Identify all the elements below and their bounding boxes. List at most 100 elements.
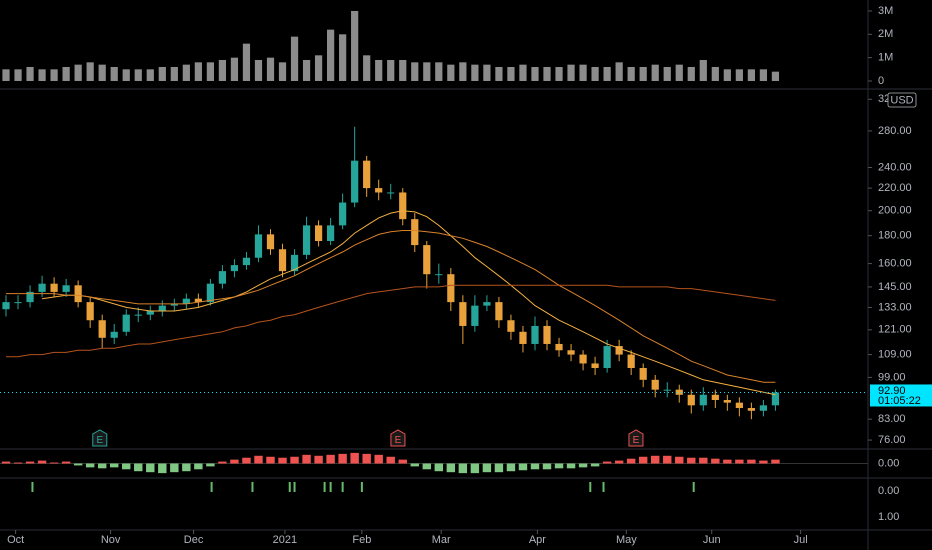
- candle-body: [363, 160, 371, 189]
- signal-bar: [31, 482, 34, 492]
- event-badge: [92, 429, 108, 447]
- volume-bar: [567, 64, 575, 81]
- candle-body: [110, 331, 118, 338]
- volume-bar: [627, 66, 635, 81]
- signal-bar: [589, 482, 592, 492]
- indicator-bar: [182, 463, 191, 472]
- indicator-bar: [97, 463, 107, 469]
- candle-body: [435, 274, 443, 276]
- axes: 320.00280.00240.00220.00200.00180.00160.…: [7, 5, 912, 546]
- x-tick-label: Nov: [101, 534, 121, 546]
- volume-bar: [351, 10, 359, 81]
- signal-bar: [341, 482, 344, 492]
- candle-body: [495, 302, 503, 321]
- volume-bar: [86, 62, 94, 81]
- indicator-bar: [422, 463, 431, 470]
- volume-bar: [411, 62, 419, 81]
- volume-bar: [290, 36, 299, 81]
- indicator-bar: [651, 455, 660, 464]
- indicator-bar: [110, 463, 119, 468]
- volume-bar: [314, 55, 323, 81]
- currency-box: [887, 92, 917, 108]
- indicator-bar: [470, 463, 480, 474]
- y-tick-label: 180.00: [878, 230, 912, 242]
- volume-bar: [146, 69, 154, 81]
- x-tick-label: Apr: [529, 534, 546, 546]
- indicator-bar: [374, 454, 383, 464]
- candle-body: [711, 394, 719, 400]
- indicator-bar: [434, 463, 444, 472]
- candle-body: [699, 394, 707, 406]
- indicator-bar: [735, 459, 744, 464]
- candle-body: [206, 283, 214, 303]
- candle-body: [50, 283, 58, 292]
- indicator-bar: [410, 463, 419, 467]
- candle-body: [314, 225, 323, 242]
- volume-bar: [327, 29, 335, 81]
- candle-body: [399, 192, 407, 220]
- volume-bar: [375, 59, 383, 81]
- volume-tick-label: 1M: [878, 52, 893, 64]
- indicator-bar: [590, 463, 600, 467]
- volume-bar: [363, 55, 371, 81]
- indicator-bar: [759, 460, 768, 464]
- x-tick-label: 2021: [273, 534, 297, 546]
- volume-bar: [771, 71, 780, 81]
- indicator-bar: [638, 456, 648, 464]
- candle-body: [771, 392, 780, 406]
- signal-bar: [288, 482, 291, 492]
- candle-body: [86, 302, 94, 321]
- volume-bar: [543, 66, 551, 81]
- indicator-bar: [771, 459, 780, 464]
- candle-body: [170, 303, 178, 306]
- volume-bar: [531, 66, 539, 81]
- candle-body: [230, 265, 239, 272]
- candle-body: [603, 346, 611, 369]
- candle-body: [218, 271, 227, 284]
- x-tick-label: Oct: [7, 534, 24, 546]
- candle-body: [194, 298, 202, 303]
- volume-bar: [230, 57, 239, 81]
- indicator-bar: [723, 459, 732, 464]
- indicator-bar: [218, 461, 227, 464]
- pane-tick-label: 0.00: [878, 485, 899, 497]
- volume-bar: [254, 59, 263, 81]
- y-tick-label: 200.00: [878, 205, 912, 217]
- volume-bar: [170, 66, 178, 81]
- indicator-tick-label: 0.00: [878, 457, 899, 469]
- volume-bar: [182, 64, 190, 81]
- event-badge: [390, 429, 406, 447]
- y-tick-label: 99.00: [878, 371, 906, 383]
- volume-bar: [723, 69, 731, 81]
- last-price-box: [870, 384, 932, 407]
- indicator-bar: [278, 457, 287, 464]
- currency-label: USD: [890, 94, 913, 106]
- candle-body: [471, 305, 479, 326]
- indicator-bar: [482, 463, 492, 473]
- x-tick-label: Dec: [184, 534, 204, 546]
- indicator-bar: [506, 463, 516, 472]
- indicator-bar: [663, 455, 672, 464]
- volume-bar: [218, 59, 227, 81]
- last-price-label: 92.90: [878, 385, 906, 397]
- indicator-bar: [458, 463, 468, 474]
- candle-body: [182, 298, 190, 304]
- signal-bar: [602, 482, 605, 492]
- y-tick-label: 280.00: [878, 125, 912, 137]
- x-tick-label: May: [616, 534, 637, 546]
- signal-bar: [329, 482, 332, 492]
- event-badge: [628, 429, 644, 447]
- volume-bar: [735, 69, 743, 81]
- candle-body: [735, 402, 743, 409]
- candle-body: [290, 254, 299, 272]
- candle-body: [62, 285, 70, 292]
- volume-bar: [122, 69, 130, 81]
- candle-body: [327, 225, 335, 242]
- candle-body: [651, 379, 659, 390]
- volume-bar: [459, 62, 467, 81]
- indicator-bar: [494, 463, 504, 473]
- candle-body: [423, 245, 431, 275]
- volume-bar: [38, 69, 46, 81]
- countdown-label: 01:05:22: [878, 395, 921, 407]
